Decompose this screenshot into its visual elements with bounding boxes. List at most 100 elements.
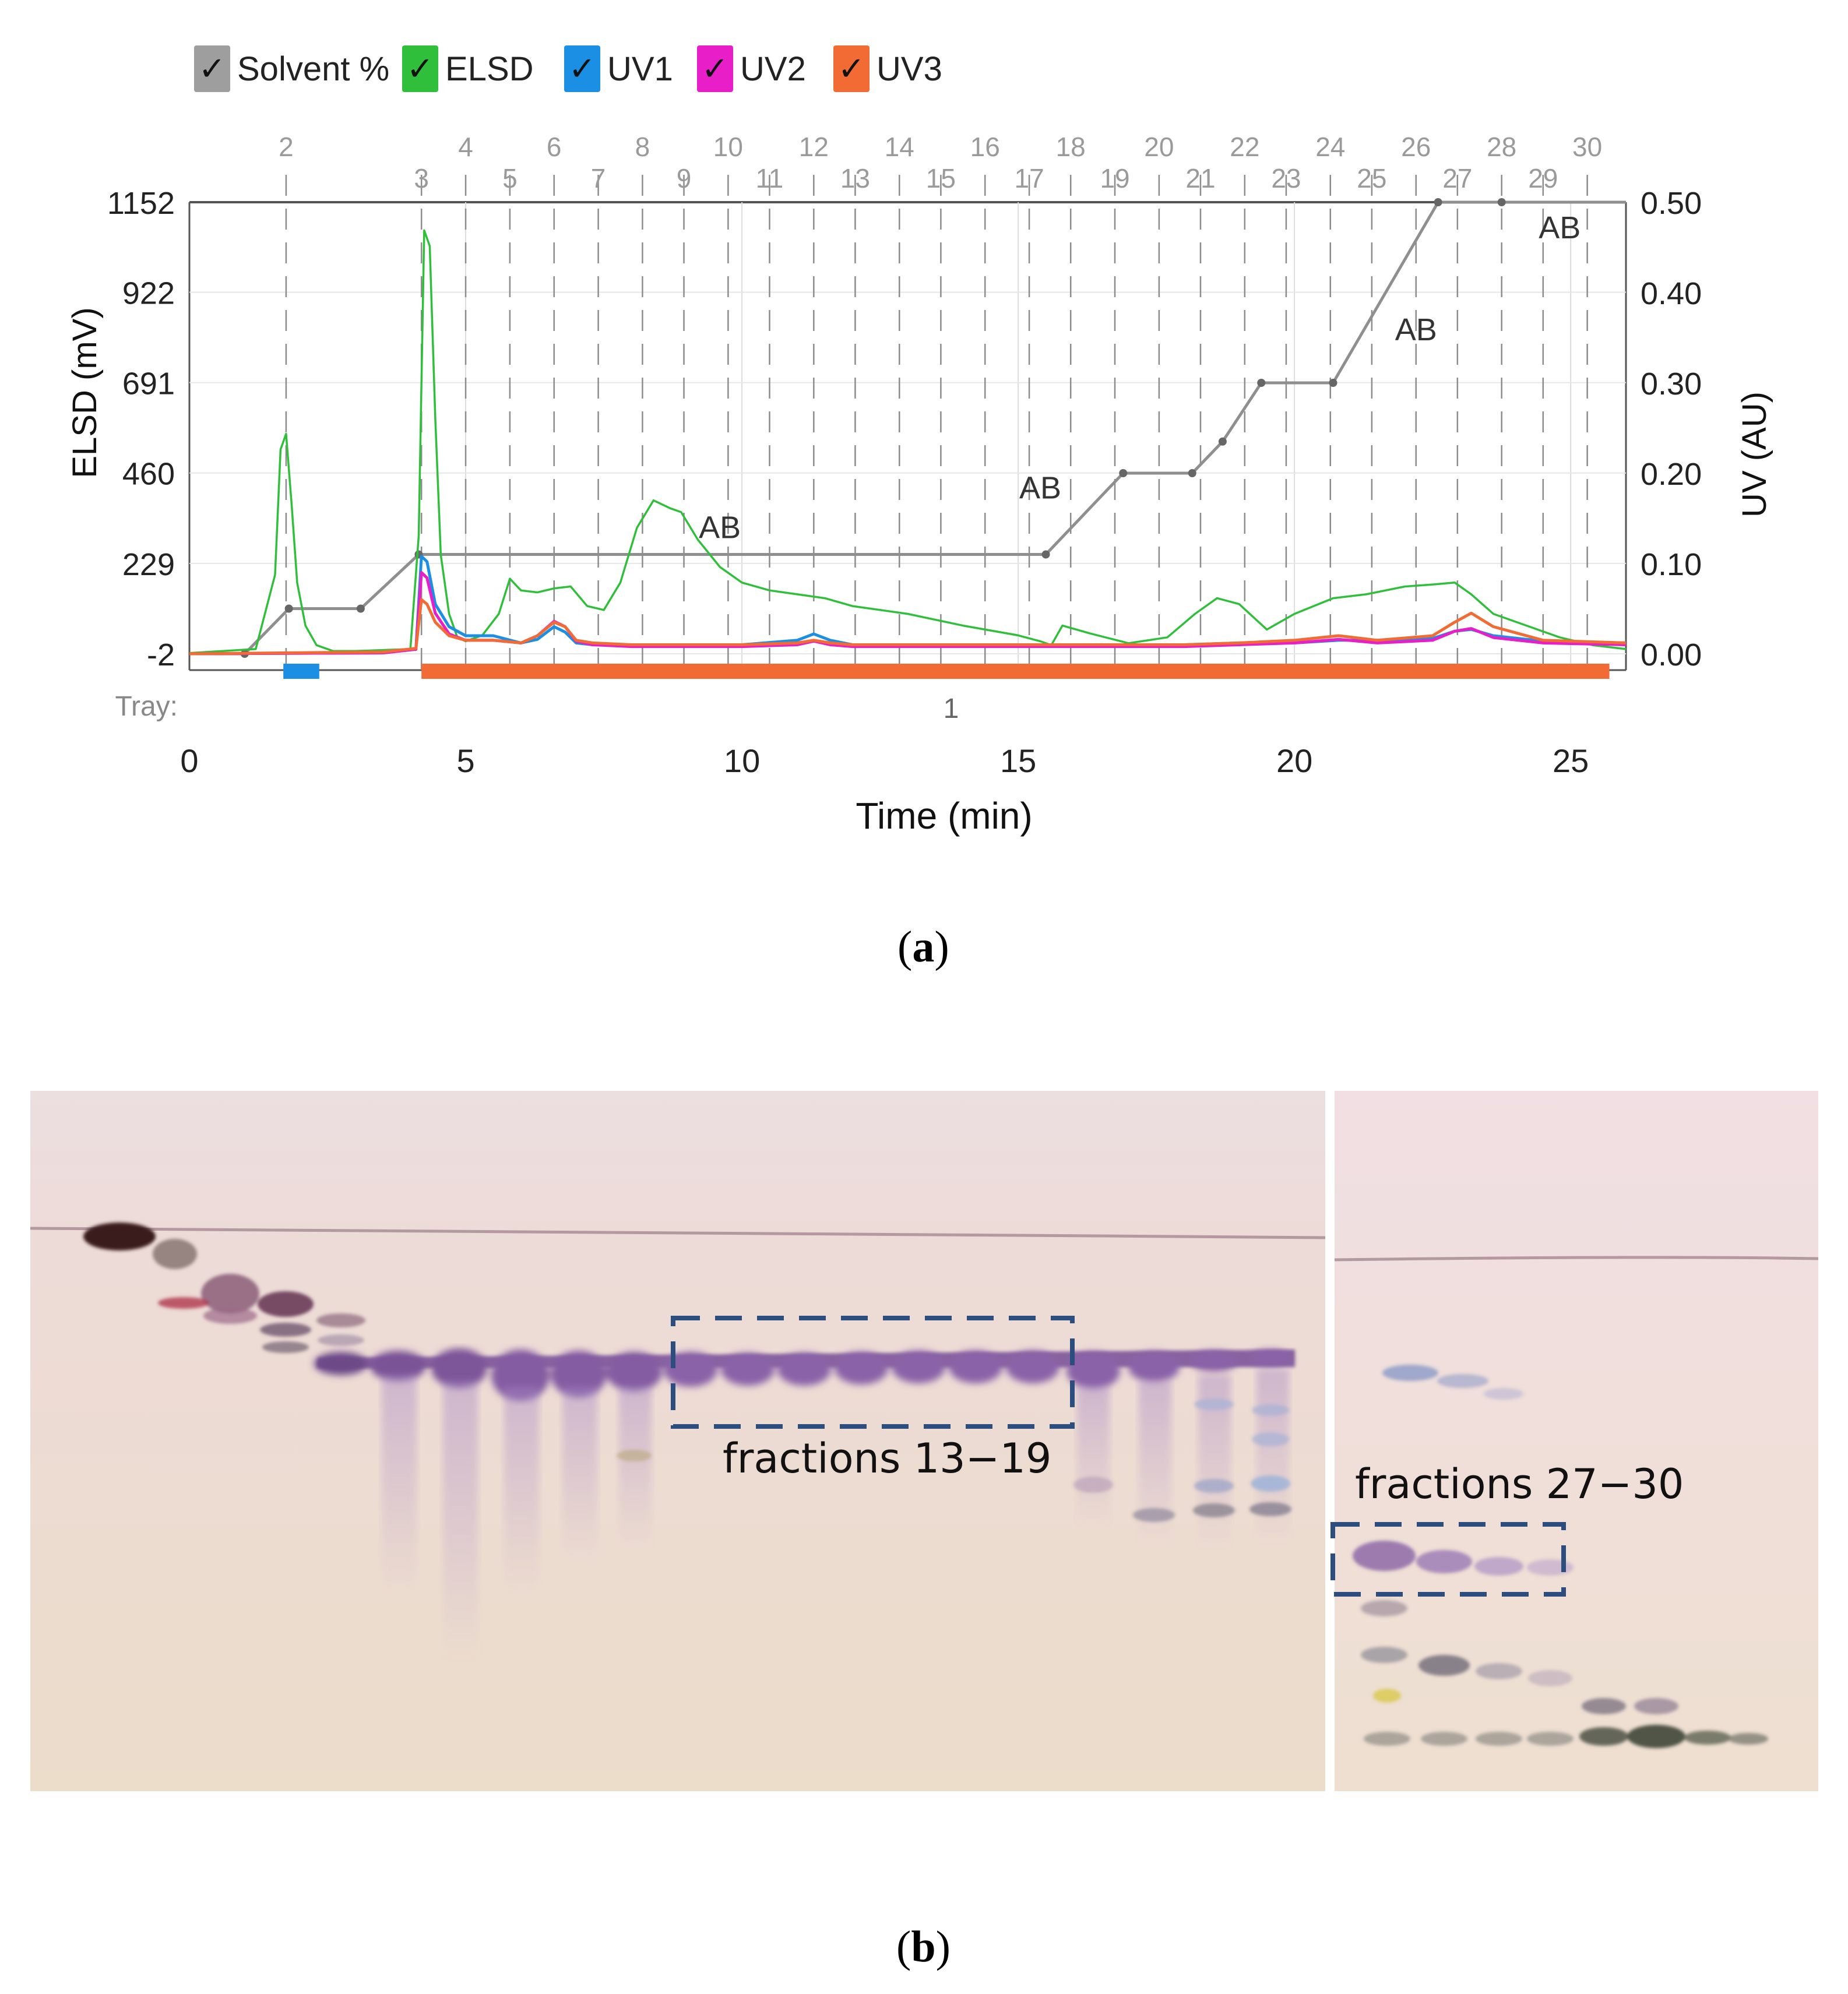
annotation-label: AB [1395, 312, 1437, 347]
panel-label-a: (a) [897, 922, 949, 971]
fraction-label: 4 [458, 132, 473, 162]
fraction-label: 20 [1144, 132, 1174, 162]
legend-check-icon[interactable]: ✓ [833, 45, 870, 92]
tlc-early-spots [83, 1223, 365, 1353]
fraction-label: 5 [502, 163, 518, 193]
fraction-label: 26 [1401, 132, 1431, 162]
fraction-label: 10 [713, 132, 743, 162]
fraction-label: 24 [1315, 132, 1345, 162]
solvent-marker [1119, 469, 1128, 477]
x-tick-label: 0 [180, 742, 198, 779]
fraction-label: 25 [1357, 163, 1386, 193]
tlc-plate-left [30, 1091, 1325, 1791]
x-tick-label: 15 [1000, 742, 1036, 779]
series-line-uv1 [189, 555, 1627, 656]
panel-label-b: (b) [896, 1922, 951, 1971]
x-axis-label: Time (min) [856, 795, 1032, 837]
solvent-marker [1188, 469, 1196, 477]
fraction-label: 15 [926, 163, 956, 193]
solvent-marker [1218, 437, 1227, 446]
legend-check-icon[interactable]: ✓ [697, 45, 733, 92]
y-right-tick-label: 0.00 [1641, 637, 1702, 672]
y-left-tick-label: 460 [122, 457, 175, 492]
y-left-tick-label: 922 [122, 276, 175, 311]
legend-item-elsd[interactable]: ✓ ELSD [402, 45, 534, 92]
x-tick-label: 10 [724, 742, 760, 779]
y-right-axis-label: UV (AU) [1736, 392, 1773, 517]
fractions-27-30-box [1330, 1522, 1566, 1597]
series-layer [189, 198, 1627, 658]
fraction-label: 17 [1014, 163, 1044, 193]
tray-bar [421, 664, 1610, 679]
grid-layer [189, 202, 1626, 670]
legend-check-icon[interactable]: ✓ [402, 45, 438, 92]
solvent-marker [1257, 379, 1266, 387]
x-tick-label: 5 [456, 742, 474, 779]
annotation-label: AB [699, 510, 741, 545]
fraction-label: 21 [1185, 163, 1215, 193]
fraction-label: 18 [1056, 132, 1086, 162]
y-left-axis-label: ELSD (mV) [66, 307, 104, 478]
y-right-tick-label: 0.50 [1641, 186, 1702, 221]
fraction-label: 28 [1487, 132, 1516, 162]
annotation-label: AB [1539, 210, 1581, 245]
fraction-label: 13 [840, 163, 870, 193]
fraction-label: 9 [677, 163, 692, 193]
tlc-lower-spots [617, 1398, 1291, 1522]
fraction-label: 12 [799, 132, 829, 162]
plot-frame [188, 201, 1627, 671]
series-line-solvent- [189, 200, 1626, 656]
y-right-tick-label: 0.40 [1641, 276, 1702, 311]
fraction-label: 7 [591, 163, 606, 193]
fraction-label: 22 [1230, 132, 1259, 162]
fraction-label: 27 [1442, 163, 1472, 193]
solvent-marker [1497, 198, 1506, 206]
fraction-label: 8 [635, 132, 650, 162]
legend-label: UV1 [607, 50, 673, 88]
tlc-right-spots [1353, 1365, 1768, 1748]
tlc-label-fractions-13-19: fractions 13−19 [723, 1435, 1052, 1482]
y-left-tick-label: 229 [122, 547, 175, 582]
legend-item-uv1[interactable]: ✓ UV1 [564, 45, 673, 92]
legend-label: UV2 [740, 50, 806, 88]
y-left-tick-label: 1152 [107, 186, 175, 221]
fraction-label: 14 [885, 132, 914, 162]
fraction-label: 16 [970, 132, 1000, 162]
y-left-tick-label: -2 [147, 637, 175, 672]
tlc-photo [30, 1091, 1819, 1791]
fraction-label: 2 [279, 132, 294, 162]
tlc-label-fractions-27-30: fractions 27−30 [1355, 1460, 1684, 1508]
x-tick-label: 25 [1553, 742, 1589, 779]
y-right-tick-label: 0.30 [1641, 367, 1702, 401]
fraction-label: 29 [1528, 163, 1558, 193]
legend-item-solvent[interactable]: ✓ Solvent % [194, 45, 389, 92]
fraction-label: 30 [1572, 132, 1602, 162]
legend-label: Solvent % [237, 50, 390, 88]
fraction-markers: 2345678910111213141516171819202122232425… [279, 132, 1602, 670]
tick-labels: 0 5 10 15 20 25 1152 922 691 460 229 -2 0.50 0.40 0.30… [107, 186, 1702, 779]
legend-check-icon[interactable]: ✓ [194, 45, 230, 92]
x-tick-label: 20 [1276, 742, 1312, 779]
fraction-label: 3 [414, 163, 429, 193]
solvent-front-right [1334, 1256, 1819, 1262]
solvent-marker [1041, 550, 1050, 559]
legend-label: UV3 [877, 50, 942, 88]
y-right-tick-label: 0.20 [1641, 457, 1702, 492]
legend-check-icon[interactable]: ✓ [564, 45, 600, 92]
solvent-front-left [30, 1227, 1326, 1239]
fraction-label: 11 [756, 163, 784, 193]
legend-item-uv2[interactable]: ✓ UV2 [697, 45, 806, 92]
y-left-tick-label: 691 [122, 367, 175, 401]
solvent-marker [1434, 198, 1442, 206]
tlc-plate-right [1335, 1091, 1818, 1791]
tray-bars [283, 664, 1610, 679]
legend-label: ELSD [445, 50, 534, 88]
fraction-label: 23 [1271, 163, 1301, 193]
tray-bar [283, 664, 319, 679]
solvent-marker [1329, 379, 1337, 387]
solvent-marker [356, 604, 365, 613]
legend-item-uv3[interactable]: ✓ UV3 [833, 45, 942, 92]
tray-number: 1 [944, 693, 959, 724]
